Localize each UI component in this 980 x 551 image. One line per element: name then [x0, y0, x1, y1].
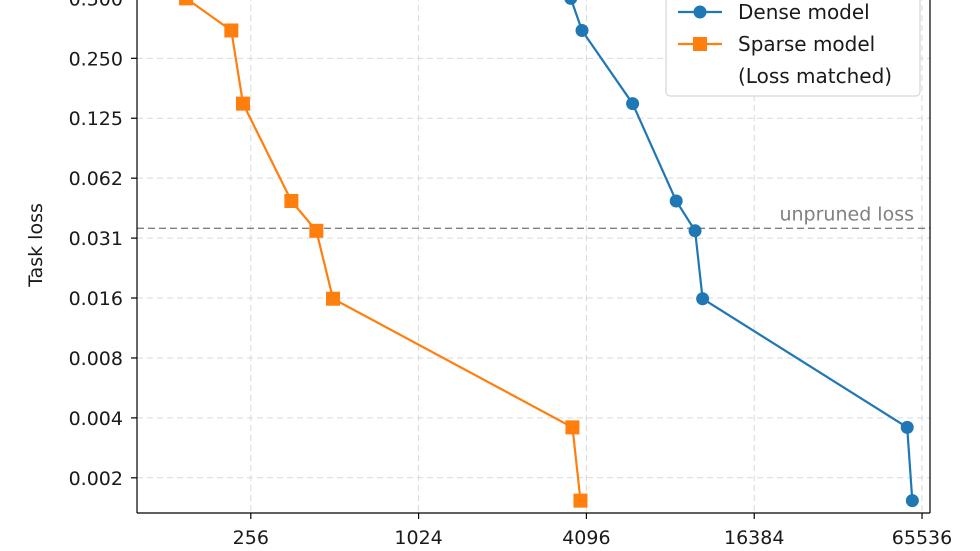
legend: Dense model Sparse model (Loss matched)	[665, 0, 921, 97]
y-tick-label: 0.002	[69, 468, 123, 490]
legend-marker	[693, 37, 707, 51]
data-point	[575, 23, 589, 37]
legend-label: Sparse model	[738, 32, 875, 56]
x-tick-label: 4096	[562, 527, 610, 549]
tick-labels: 256 1024 4096 16384 65536 0.500 0.250 0.125 0.06…	[69, 0, 953, 549]
data-point	[179, 0, 194, 6]
x-tick-label: 16384	[724, 527, 784, 549]
reference-line: unpruned loss	[137, 203, 930, 229]
legend-box	[665, 0, 921, 97]
y-tick-label: 0.004	[69, 408, 123, 430]
data-point	[224, 23, 239, 38]
series-line	[570, 0, 914, 501]
series-sparse	[179, 0, 588, 508]
series-dense	[564, 0, 919, 508]
data-point	[235, 96, 250, 111]
data-point	[284, 193, 299, 208]
data-point	[626, 97, 640, 111]
x-tick-label: 65536	[892, 527, 952, 549]
y-tick-label: 0.031	[69, 228, 123, 250]
x-tick-label: 1024	[394, 527, 442, 549]
data-point	[309, 223, 324, 238]
series	[179, 0, 919, 508]
legend-entry: Dense model	[678, 0, 870, 24]
y-tick-label: 0.008	[69, 348, 123, 370]
data-point	[669, 194, 683, 208]
y-tick-label: 0.500	[69, 0, 123, 10]
data-point	[696, 292, 710, 306]
data-point	[573, 493, 588, 508]
y-tick-label: 0.016	[69, 288, 123, 310]
axes	[131, 0, 931, 519]
legend-marker	[693, 5, 707, 19]
data-point	[565, 420, 580, 435]
x-tick-label: 256	[233, 527, 269, 549]
unpruned-loss-label: unpruned loss	[779, 203, 914, 225]
legend-entry: Sparse model	[678, 32, 875, 56]
data-point	[688, 224, 702, 238]
data-point	[900, 420, 914, 434]
data-point	[564, 0, 578, 5]
y-tick-label: 0.250	[69, 48, 123, 70]
y-axis-label: Task loss	[25, 203, 47, 288]
legend-label: Dense model	[738, 0, 870, 24]
series-line	[186, 0, 582, 501]
data-point	[905, 494, 919, 508]
y-tick-label: 0.125	[69, 108, 123, 130]
legend-label: (Loss matched)	[738, 64, 892, 88]
data-point	[326, 291, 341, 306]
y-tick-label: 0.062	[69, 168, 123, 190]
